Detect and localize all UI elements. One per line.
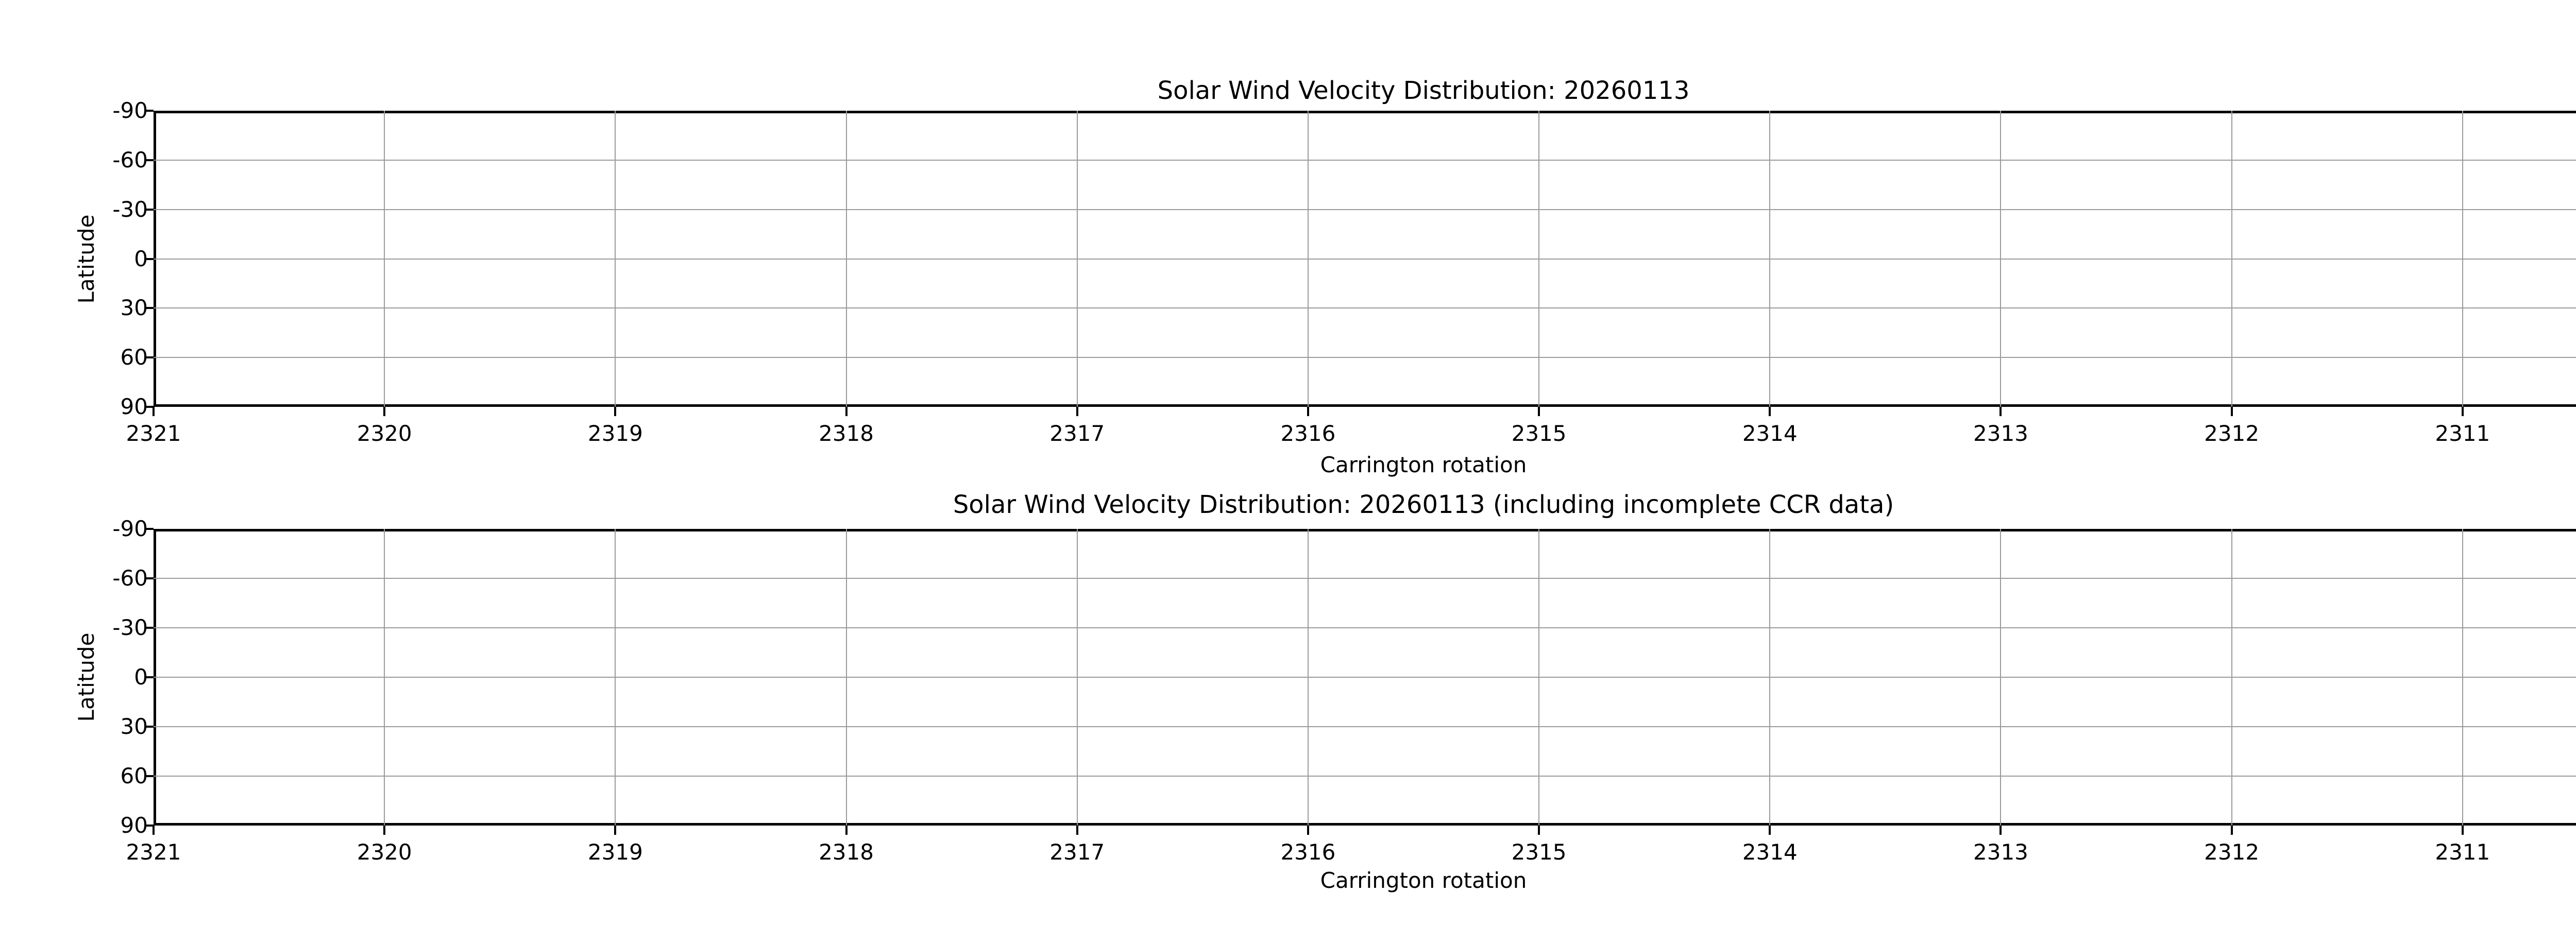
panel-top-y-tick-label: 60 xyxy=(120,345,148,370)
panel-top-x-tick-label: 2317 xyxy=(1049,421,1105,446)
panel-top-y-tick-label: -90 xyxy=(112,98,148,123)
panel-top-horizontal-gridline xyxy=(154,357,2576,358)
panel-bottom-x-tick-mark xyxy=(152,826,155,835)
panel-bottom-y-tick-mark xyxy=(144,726,154,728)
panel-top-x-tick-label: 2320 xyxy=(357,421,412,446)
panel-top-y-tick-label: -60 xyxy=(112,147,148,173)
panel-top-horizontal-gridline xyxy=(154,307,2576,309)
panel-bottom-x-tick-mark xyxy=(614,826,617,835)
panel-top-x-tick-mark xyxy=(1538,407,1540,416)
panel-bottom-x-tick-label: 2319 xyxy=(587,839,643,865)
panel-top-x-tick-mark xyxy=(152,407,155,416)
panel-top-x-tick-label: 2313 xyxy=(1973,421,2028,446)
panel-top-x-tick-label: 2316 xyxy=(1280,421,1336,446)
panel-bottom-x-tick-label: 2315 xyxy=(1511,839,1567,865)
panel-bottom-y-tick-label: -60 xyxy=(112,565,148,591)
panel-bottom-x-tick-label: 2316 xyxy=(1280,839,1336,865)
panel-bottom-y-tick-mark xyxy=(144,825,154,827)
panel-top-x-tick-label: 2312 xyxy=(2204,421,2260,446)
panel-bottom-x-tick-label: 2320 xyxy=(357,839,412,865)
panel-top-y-tick-mark xyxy=(144,110,154,112)
panel-bottom-y-tick-mark xyxy=(144,577,154,579)
panel-top-x-tick-label: 2314 xyxy=(1742,421,1798,446)
panel-bottom-y-tick-label: 60 xyxy=(120,763,148,788)
panel-top-x-tick-label: 2319 xyxy=(587,421,643,446)
panel-bottom-x-tick-label: 2318 xyxy=(819,839,874,865)
panel-bottom-x-tick-label: 2317 xyxy=(1049,839,1105,865)
panel-top-y-tick-label: 30 xyxy=(120,295,148,321)
panel-top-x-tick-label: 2315 xyxy=(1511,421,1567,446)
panel-top-x-tick-mark xyxy=(2230,407,2233,416)
panel-bottom-y-tick-label: -90 xyxy=(112,516,148,541)
panel-bottom-horizontal-gridline xyxy=(154,627,2576,628)
panel-top-x-tick-mark xyxy=(845,407,848,416)
panel-bottom-x-tick-mark xyxy=(1076,826,1078,835)
panel-bottom-horizontal-gridline xyxy=(154,776,2576,777)
panel-bottom-x-tick-mark xyxy=(1307,826,1309,835)
panel-bottom-y-tick-label: 0 xyxy=(134,664,148,690)
panel-bottom-y-tick-label: 90 xyxy=(120,813,148,838)
panel-top-horizontal-gridline xyxy=(154,258,2576,260)
panel-bottom-y-tick-label: 30 xyxy=(120,714,148,739)
panel-bottom-x-tick-mark xyxy=(383,826,386,835)
panel-top-y-tick-mark xyxy=(144,307,154,310)
panel-top-x-tick-label: 2321 xyxy=(126,421,181,446)
bottom-panel-title: Solar Wind Velocity Distribution: 202601… xyxy=(953,490,1894,519)
panel-top-x-tick-mark xyxy=(1999,407,2002,416)
panel-bottom-x-tick-label: 2321 xyxy=(126,839,181,865)
panel-bottom-x-tick-mark xyxy=(1999,826,2002,835)
panel-bottom-x-tick-mark xyxy=(2461,826,2464,835)
top-panel-title: Solar Wind Velocity Distribution: 202601… xyxy=(1157,76,1690,105)
panel-top-y-tick-mark xyxy=(144,356,154,359)
panel-bottom-x-tick-label: 2313 xyxy=(1973,839,2028,865)
top-panel-xaxis-label: Carrington rotation xyxy=(1320,452,1527,477)
panel-top-y-tick-mark xyxy=(144,258,154,260)
panel-bottom-horizontal-gridline xyxy=(154,578,2576,579)
panel-bottom-horizontal-gridline xyxy=(154,726,2576,727)
panel-bottom-y-tick-label: -30 xyxy=(112,615,148,640)
panel-top-x-tick-label: 2318 xyxy=(819,421,874,446)
panel-top-y-tick-mark xyxy=(144,406,154,408)
panel-top-horizontal-gridline xyxy=(154,159,2576,161)
panel-bottom-x-tick-mark xyxy=(1769,826,1771,835)
panel-top-y-tick-mark xyxy=(144,159,154,161)
panel-top-x-tick-mark xyxy=(383,407,386,416)
panel-top-x-tick-mark xyxy=(614,407,617,416)
panel-top-x-tick-mark xyxy=(2461,407,2464,416)
panel-bottom-x-tick-mark xyxy=(1538,826,1540,835)
panel-top-x-tick-mark xyxy=(1769,407,1771,416)
panel-bottom-horizontal-gridline xyxy=(154,677,2576,678)
panel-top-horizontal-gridline xyxy=(154,209,2576,210)
panel-bottom-x-tick-label: 2311 xyxy=(2435,839,2490,865)
panel-bottom-x-tick-label: 2314 xyxy=(1742,839,1798,865)
panel-bottom-y-tick-mark xyxy=(144,676,154,678)
panel-bottom-x-tick-label: 2312 xyxy=(2204,839,2260,865)
panel-bottom-x-tick-mark xyxy=(845,826,848,835)
panel-bottom-y-tick-mark xyxy=(144,627,154,629)
panel-top-x-tick-label: 2311 xyxy=(2435,421,2490,446)
panel-bottom-y-tick-mark xyxy=(144,528,154,530)
panel-top-x-tick-mark xyxy=(1076,407,1078,416)
panel-top-x-tick-mark xyxy=(1307,407,1309,416)
panel-top-y-tick-mark xyxy=(144,208,154,211)
panel-top-y-tick-label: 90 xyxy=(120,394,148,419)
panel-top-y-tick-label: -30 xyxy=(112,196,148,222)
panel-top-y-tick-label: 0 xyxy=(134,246,148,271)
bottom-panel-xaxis-label: Carrington rotation xyxy=(1320,868,1527,893)
panel-bottom-y-tick-mark xyxy=(144,775,154,777)
panel-bottom-x-tick-mark xyxy=(2230,826,2233,835)
